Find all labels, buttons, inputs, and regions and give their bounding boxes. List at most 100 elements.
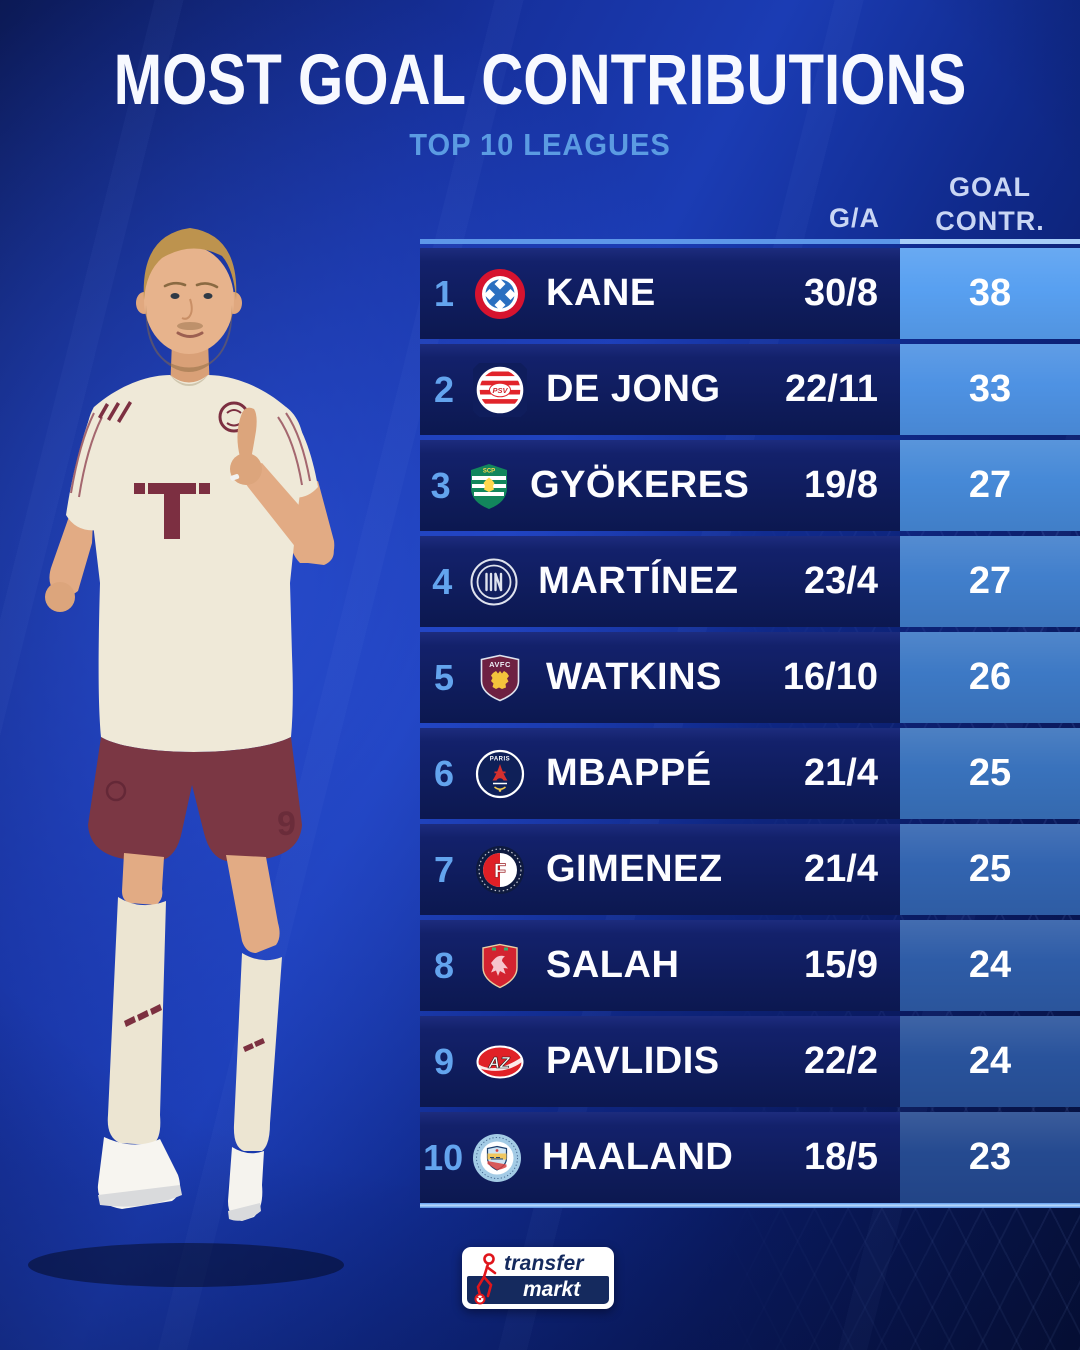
contrib-cell: 23 — [900, 1112, 1080, 1203]
rank-number: 4 — [432, 560, 453, 602]
aston-villa-badge-icon: AVFC — [480, 654, 520, 701]
goals-assists-value: 23/4 — [804, 560, 878, 602]
contrib-cell: 26 — [900, 632, 1080, 723]
contrib-cell: 27 — [900, 536, 1080, 627]
club-badge-slot — [468, 939, 532, 993]
svg-text:PSV: PSV — [492, 386, 508, 395]
transfermarkt-wordmark-top: transfer — [504, 1252, 584, 1275]
table-row: 6 PARIS MBAPPÉ 21/4 25 — [420, 728, 1080, 819]
table-row: 5 AVFC WATKINS 16/10 26 — [420, 632, 1080, 723]
goals-assists-value: 18/5 — [804, 1136, 878, 1178]
contrib-value: 23 — [968, 1136, 1012, 1178]
player-name: WATKINS — [546, 656, 722, 698]
rank-number: 3 — [430, 464, 451, 506]
column-header-contr-line: CONTR. — [935, 206, 1045, 236]
contrib-value: 25 — [968, 848, 1012, 890]
table-bottom-border — [420, 1203, 1080, 1208]
column-header-ga: G/A — [828, 203, 880, 233]
player-name: PAVLIDIS — [546, 1040, 720, 1082]
rank-number: 7 — [433, 848, 455, 890]
table-row: 8 SALAH 15/9 24 — [420, 920, 1080, 1011]
player-name: KANE — [546, 272, 656, 314]
goals-assists-value: 16/10 — [782, 656, 878, 698]
manchester-city-badge-icon — [473, 1133, 522, 1182]
contrib-value: 25 — [968, 752, 1012, 794]
contrib-cell: 24 — [900, 1016, 1080, 1107]
goals-assists-value: 19/8 — [804, 464, 878, 506]
club-badge-slot: AZ — [468, 1035, 532, 1089]
contrib-cell: 25 — [900, 824, 1080, 915]
contrib-value: 27 — [968, 560, 1012, 602]
contrib-value: 27 — [968, 464, 1012, 506]
rank-number: 1 — [433, 272, 455, 314]
table-row: 3 SCP GYÖKERES 19/8 27 — [420, 440, 1080, 531]
player-name: GIMENEZ — [546, 848, 723, 890]
goals-assists-value: 30/8 — [804, 272, 878, 314]
club-badge-slot — [465, 555, 525, 609]
player-cell: 7 F GIMENEZ 21/4 — [420, 824, 900, 915]
column-header-goal-line: GOAL — [949, 172, 1031, 202]
goals-assists-value: 21/4 — [804, 752, 878, 794]
club-badge-slot: PARIS — [468, 747, 532, 801]
contrib-value: 38 — [968, 272, 1012, 314]
table-row: 1 KANE 30/8 38 — [420, 248, 1080, 339]
svg-text:AZ: AZ — [487, 1055, 511, 1072]
column-header-goal-contr: GOAL CONTR. — [900, 170, 1080, 238]
rank-number: 10 — [423, 1136, 464, 1178]
svg-text:PARIS: PARIS — [490, 756, 510, 762]
goals-assists-value: 22/2 — [804, 1040, 878, 1082]
table-row: 7 F GIMENEZ 21/4 25 — [420, 824, 1080, 915]
svg-text:F: F — [494, 860, 506, 882]
goals-assists-value: 21/4 — [804, 848, 878, 890]
contrib-cell: 24 — [900, 920, 1080, 1011]
psv-eindhoven-badge-icon: PSV — [473, 362, 527, 417]
contrib-value: 33 — [968, 368, 1012, 410]
player-name: DE JONG — [546, 368, 721, 410]
player-name: MARTÍNEZ — [538, 560, 739, 602]
player-name: GYÖKERES — [530, 464, 750, 506]
liverpool-badge-icon — [482, 943, 518, 988]
player-cell: 6 PARIS MBAPPÉ 21/4 — [420, 728, 900, 819]
contrib-cell: 25 — [900, 728, 1080, 819]
player-name: HAALAND — [541, 1136, 734, 1178]
goals-assists-value: 15/9 — [804, 944, 878, 986]
player-cell: 10 HAALAND 18/5 — [420, 1112, 900, 1203]
psg-badge-icon: PARIS — [475, 749, 525, 798]
az-alkmaar-badge-icon: AZ — [476, 1045, 524, 1078]
rank-number: 6 — [433, 752, 455, 794]
club-badge-slot: F — [468, 843, 532, 897]
transfermarkt-logo: transfer markt — [462, 1247, 614, 1309]
club-badge-slot: SCP — [461, 459, 516, 513]
table-top-border — [420, 239, 1080, 244]
rank-number: 9 — [433, 1040, 455, 1082]
page-title: MOST GOAL CONTRIBUTIONS — [113, 41, 967, 120]
rank-number: 5 — [433, 656, 455, 698]
contrib-value: 24 — [968, 944, 1012, 986]
rank-number: 8 — [433, 944, 455, 986]
table-row: 4 MARTÍNEZ 23/4 27 — [420, 536, 1080, 627]
svg-text:9: 9 — [277, 805, 296, 843]
club-badge-slot: AVFC — [468, 651, 532, 705]
feyenoord-badge-icon: F — [476, 845, 524, 894]
player-cell: 8 SALAH 15/9 — [420, 920, 900, 1011]
player-cell: 2 PSV DE JONG 22/11 — [420, 344, 900, 435]
player-name: SALAH — [546, 944, 680, 986]
player-cell: 4 MARTÍNEZ 23/4 — [420, 536, 900, 627]
club-badge-slot — [466, 1131, 528, 1185]
goals-assists-value: 22/11 — [785, 368, 878, 410]
inter-milan-badge-icon — [470, 557, 519, 606]
bayern-munich-badge-icon — [475, 268, 525, 319]
svg-text:AVFC: AVFC — [489, 660, 511, 669]
contrib-cell: 38 — [900, 248, 1080, 339]
club-badge-slot — [468, 267, 532, 321]
page-subtitle: TOP 10 LEAGUES — [409, 127, 671, 162]
rank-number: 2 — [433, 368, 455, 410]
transfermarkt-player-icon — [474, 1253, 497, 1305]
player-name: MBAPPÉ — [546, 752, 712, 794]
player-cell: 5 AVFC WATKINS 16/10 — [420, 632, 900, 723]
svg-text:SCP: SCP — [482, 468, 494, 474]
club-badge-slot: PSV — [468, 362, 532, 417]
contrib-value: 26 — [968, 656, 1012, 698]
table-rows: 1 KANE 30/8 38 2 PSV DE JO — [420, 248, 1080, 1208]
